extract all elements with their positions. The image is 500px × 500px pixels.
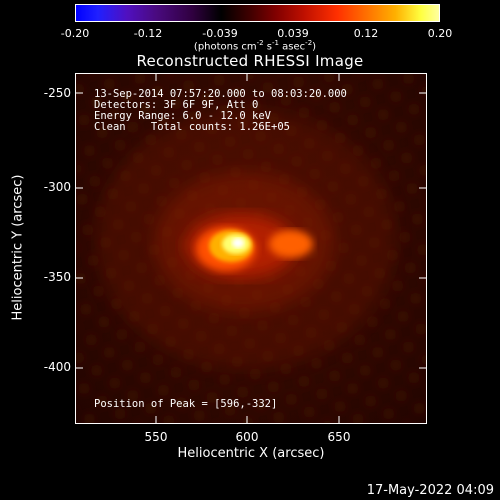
x-tick-label: 650 [327,430,351,444]
colorbar-units: (photons cm-2 s-1 asec-2) [193,39,317,53]
axis-ticks [75,73,427,424]
y-tick-label: -250 [43,86,71,100]
y-tick-label: -300 [43,180,71,194]
colorbar-tick: -0.20 [60,27,90,40]
colorbar-tick: -0.12 [133,27,163,40]
y-tick-label: -400 [43,360,71,374]
rhessi-image: 13-Sep-2014 07:57:20.000 to 08:03:20.000… [75,73,427,424]
colorbar-tick: 0.20 [427,27,453,40]
footer-date: 17-May-2022 04:09 [366,483,494,498]
colorbar-tick: 0.039 [277,27,309,40]
detectors-text: Detectors: 3F 6F 9F, Att 0 [94,99,259,111]
colorbar [75,4,440,22]
energy-range-text: Energy Range: 6.0 - 12.0 keV [94,110,272,122]
y-axis-label: Heliocentric Y (arcsec) [10,174,26,321]
x-tick-label: 550 [144,430,168,444]
clean-counts-text: Clean Total counts: 1.26E+05 [94,121,290,133]
rhessi-image-render [76,74,426,423]
x-tick-label: 600 [235,430,259,444]
x-axis-label: Heliocentric X (arcsec) [177,446,325,461]
peak-position-text: Position of Peak = [596,-332] [94,398,278,410]
colorbar-tick: 0.12 [353,27,379,40]
time-range-text: 13-Sep-2014 07:57:20.000 to 08:03:20.000 [94,88,347,100]
image-title: Reconstructed RHESSI Image [136,52,364,70]
colorbar-tick: -0.039 [202,27,238,40]
y-tick-label: -350 [43,270,71,284]
